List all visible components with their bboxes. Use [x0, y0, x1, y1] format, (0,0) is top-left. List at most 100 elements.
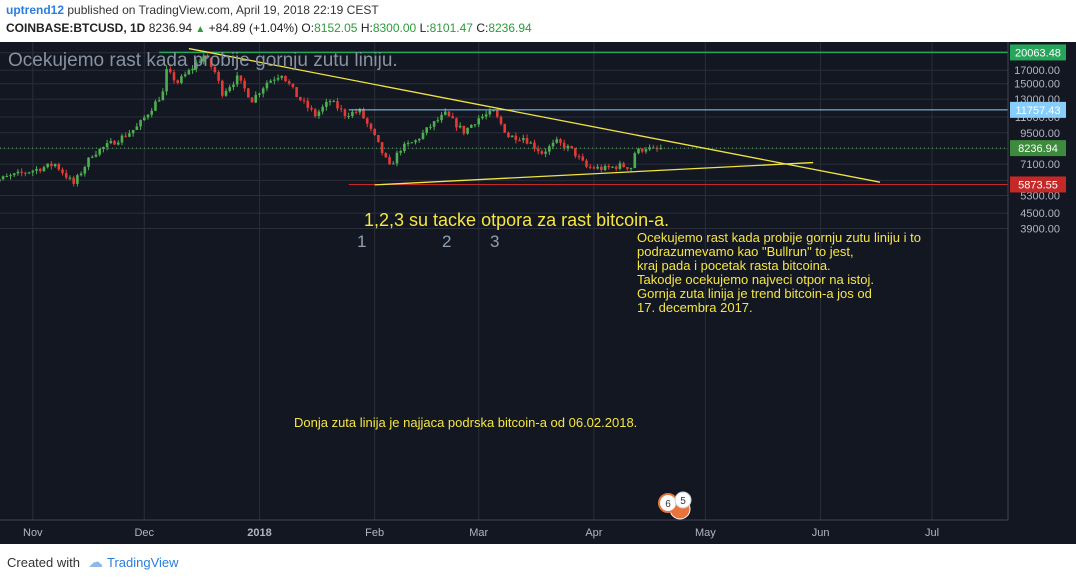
- candle-body: [354, 111, 358, 113]
- event-bubbles[interactable]: 6 5: [658, 491, 692, 520]
- candle-body: [157, 100, 161, 102]
- candle-body: [57, 163, 61, 170]
- chart-header: uptrend12 published on TradingView.com, …: [0, 0, 1076, 42]
- price-tick-label: 17000.00: [1014, 65, 1060, 77]
- candle-body: [481, 116, 484, 119]
- event-bubble-5[interactable]: [674, 491, 692, 509]
- candle-body: [53, 163, 57, 167]
- low-value: 8101.47: [429, 21, 473, 35]
- created-with-label: Created with: [7, 555, 80, 570]
- candle-body: [440, 114, 443, 121]
- candle-body: [336, 101, 339, 109]
- candle-body: [495, 110, 499, 117]
- time-tick-label: 2018: [247, 527, 271, 539]
- candle-body: [313, 109, 317, 117]
- candle-body: [50, 163, 53, 167]
- candle-body: [466, 127, 469, 134]
- candle-body: [83, 167, 87, 174]
- candle-body: [588, 166, 592, 168]
- candle-body: [243, 80, 246, 89]
- candle-body: [514, 135, 518, 141]
- price-axis-panel[interactable]: [1008, 42, 1076, 520]
- candle-body: [239, 75, 243, 81]
- upper-yellow-trendline[interactable]: [188, 47, 881, 183]
- candle-body: [592, 167, 596, 169]
- candle-body: [451, 116, 455, 119]
- candle-body: [258, 93, 261, 95]
- candle-body: [142, 117, 146, 121]
- lower-yellow-trendline[interactable]: [374, 161, 814, 186]
- author-link[interactable]: uptrend12: [6, 3, 65, 17]
- candle-body: [473, 124, 477, 126]
- candle-body: [562, 142, 566, 149]
- candle-body: [12, 173, 16, 176]
- high-label: H:: [360, 21, 373, 35]
- candle-body: [655, 148, 659, 150]
- candle-body: [180, 76, 183, 83]
- candle-body: [618, 163, 622, 169]
- time-axis-panel[interactable]: [0, 520, 1076, 544]
- candle-body: [544, 151, 547, 154]
- time-axis-ticks: Nov Dec 2018 Feb Mar Apr May Jun Jul: [23, 527, 939, 539]
- grid: [0, 42, 1008, 520]
- trendlines: [188, 47, 881, 186]
- candle-body: [380, 142, 384, 153]
- candle-body: [399, 151, 402, 153]
- candle-body: [221, 80, 224, 96]
- candle-body: [406, 143, 410, 145]
- candle-body: [369, 123, 373, 129]
- candle-body: [469, 124, 473, 128]
- candle-body: [27, 172, 31, 174]
- candle-body: [462, 125, 466, 134]
- candle-body: [165, 69, 168, 92]
- point-label-2: 2: [442, 232, 451, 251]
- candle-body: [358, 108, 362, 113]
- time-tick-label: Dec: [134, 527, 154, 539]
- price-chart[interactable]: 28000.0024000.0020000.0017000.0015000.00…: [0, 42, 1076, 544]
- price-tick-label: 5300.00: [1020, 191, 1060, 203]
- price-change: +84.89 (+1.04%): [208, 21, 299, 35]
- candle-body: [417, 138, 421, 141]
- candle-body: [600, 166, 603, 171]
- candle-body: [551, 142, 555, 147]
- candle-body: [287, 81, 291, 84]
- publish-line: uptrend12 published on TradingView.com, …: [6, 3, 379, 17]
- candle-body: [20, 171, 23, 173]
- candle-body: [362, 108, 365, 119]
- note-line-5: Gornja zuta linija je trend bitcoin-a jo…: [637, 286, 872, 301]
- candle-body: [585, 160, 588, 167]
- candle-body: [447, 111, 451, 117]
- candle-body: [68, 177, 72, 179]
- candle-body: [566, 145, 570, 149]
- chart-title: Ocekujemo rast kada probije gornju zutu …: [8, 50, 398, 71]
- candle-body: [488, 110, 492, 115]
- candle-body: [9, 175, 12, 177]
- candle-body: [492, 110, 495, 112]
- candle-body: [343, 109, 347, 117]
- candle-body: [455, 118, 458, 128]
- candle-body: [42, 167, 46, 172]
- candle-body: [503, 123, 507, 133]
- candle-body: [577, 156, 581, 158]
- annotations: Ocekujemo rast kada probije gornju zutu …: [8, 50, 921, 520]
- candle-body: [644, 149, 648, 152]
- candle-body: [432, 121, 436, 127]
- candle-body: [224, 90, 228, 96]
- candle-body: [105, 143, 109, 148]
- candle-body: [265, 82, 269, 89]
- candle-body: [522, 138, 525, 141]
- candle-body: [325, 101, 328, 107]
- candle-body: [135, 126, 139, 130]
- candle-body: [295, 87, 298, 98]
- candle-body: [139, 120, 142, 127]
- publish-info: published on TradingView.com, April 19, …: [67, 3, 379, 17]
- candle-body: [525, 138, 529, 144]
- candle-body: [607, 165, 611, 168]
- tradingview-logo[interactable]: ☁ TradingView: [88, 553, 179, 571]
- candle-body: [507, 132, 510, 138]
- note-line-1: Ocekujemo rast kada probije gornju zutu …: [637, 230, 921, 245]
- candle-body: [90, 156, 94, 158]
- candle-body: [533, 142, 536, 149]
- candle-body: [622, 163, 625, 168]
- candle-body: [269, 80, 272, 83]
